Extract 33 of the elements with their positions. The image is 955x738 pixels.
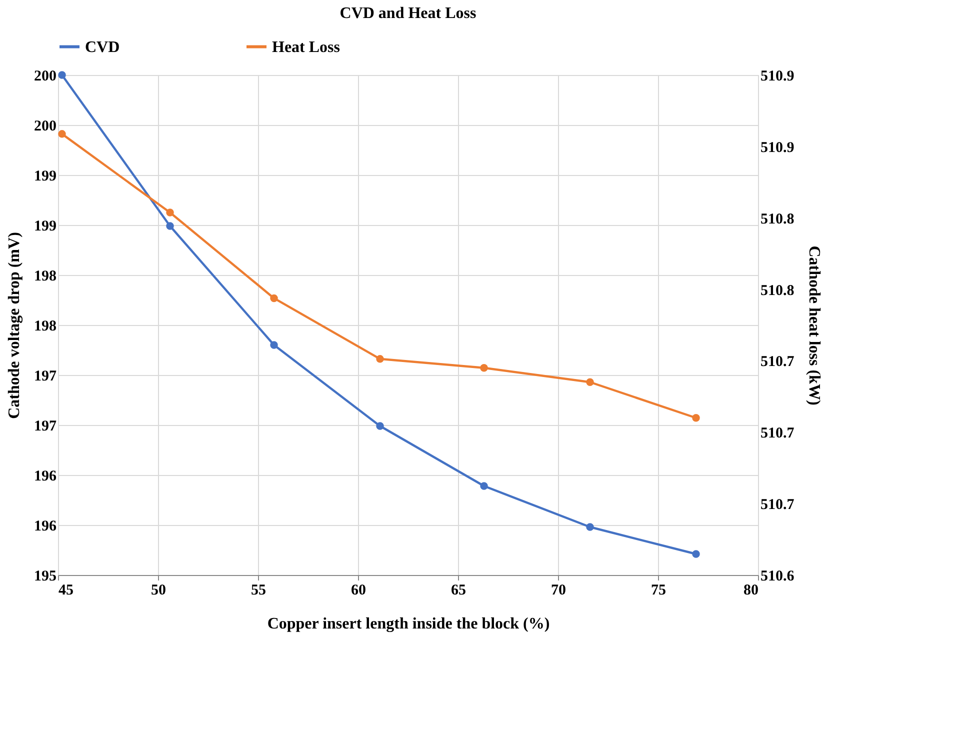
x-tick-label: 80 <box>744 582 758 598</box>
y-tick-label: 198 <box>34 318 56 334</box>
y-tick-label: 200 <box>34 118 56 134</box>
y-tick-label: 200 <box>34 68 56 84</box>
y2-tick-label: 510.9 <box>760 140 794 156</box>
x-tick-label: 55 <box>251 582 266 598</box>
legend-label: Heat Loss <box>272 38 340 56</box>
y2-tick-label: 510.9 <box>760 68 794 84</box>
x-tick-label: 75 <box>651 582 666 598</box>
x-tick-label: 60 <box>351 582 366 598</box>
y-tick-label: 199 <box>34 218 56 234</box>
legend-label: CVD <box>85 38 120 56</box>
y-tick-label: 198 <box>34 268 56 284</box>
y-axis-title: Cathode voltage drop (mV) <box>6 232 23 419</box>
chart-title: CVD and Heat Loss <box>340 5 476 22</box>
y2-tick-label: 510.8 <box>760 211 794 228</box>
y-tick-label: 196 <box>34 468 57 484</box>
y-tick-label: 197 <box>34 418 57 434</box>
x-axis-title: Copper insert length inside the block (%) <box>267 616 550 632</box>
x-tick-label: 65 <box>451 582 466 598</box>
y-tick-label: 195 <box>34 568 56 584</box>
y-tick-label: 196 <box>34 518 57 534</box>
y2-axis-title: Cathode heat loss (kW) <box>805 246 822 406</box>
y2-tick-label: 510.7 <box>760 497 795 514</box>
y-tick-label: 197 <box>34 368 57 384</box>
x-tick-label: 70 <box>551 582 566 598</box>
y2-tick-label: 510.7 <box>760 426 795 442</box>
y2-tick-label: 510.6 <box>760 568 795 584</box>
y2-tick-label: 510.7 <box>760 354 795 370</box>
x-tick-label: 45 <box>58 582 74 598</box>
x-tick-label: 50 <box>151 582 166 598</box>
y2-tick-label: 510.8 <box>760 282 794 299</box>
y-tick-label: 199 <box>34 168 56 184</box>
